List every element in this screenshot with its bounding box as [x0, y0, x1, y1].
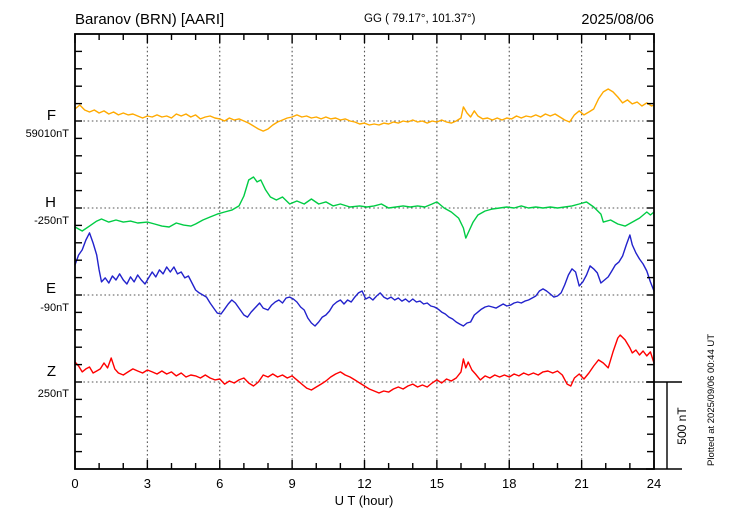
trace-E [74, 232, 655, 327]
channel-label-H: H [45, 194, 56, 211]
plotted-at-note: Plotted at 2025/09/06 00:44 UT [706, 334, 717, 466]
station-title: Baranov (BRN) [AARI] [75, 11, 224, 28]
channel-label-Z: Z [47, 363, 56, 380]
channel-base-F: 59010nT [26, 128, 70, 140]
channel-base-E: -90nT [40, 302, 69, 314]
scale-bar-label: 500 nT [675, 407, 689, 445]
axis-frame [74, 33, 655, 470]
trace-Z [74, 334, 655, 394]
date-label: 2025/08/06 [581, 12, 654, 28]
x-tick-label: 0 [71, 476, 78, 491]
x-tick-label: 21 [574, 476, 588, 491]
channel-label-F: F [47, 107, 56, 124]
x-tick-label: 3 [144, 476, 151, 491]
x-tick-labels: 0 3 6 9 12 15 18 21 24 [71, 476, 661, 491]
channel-base-Z: 250nT [38, 388, 69, 400]
trace-F [74, 88, 655, 132]
channel-base-H: -250nT [34, 215, 69, 227]
x-tick-label: 24 [647, 476, 661, 491]
trace-H [74, 176, 655, 239]
grid-layer [75, 34, 654, 469]
x-tick-label: 15 [430, 476, 444, 491]
geographic-coords: GG ( 79.17°, 101.37°) [364, 13, 476, 25]
x-tick-label: 6 [216, 476, 223, 491]
x-tick-label: 18 [502, 476, 516, 491]
x-tick-label: 12 [357, 476, 371, 491]
x-tick-label: 9 [289, 476, 296, 491]
trace-layer [74, 88, 655, 394]
channel-label-E: E [46, 280, 56, 297]
scale-bar: 500 nT [646, 381, 689, 470]
x-axis-title: U T (hour) [335, 493, 394, 508]
